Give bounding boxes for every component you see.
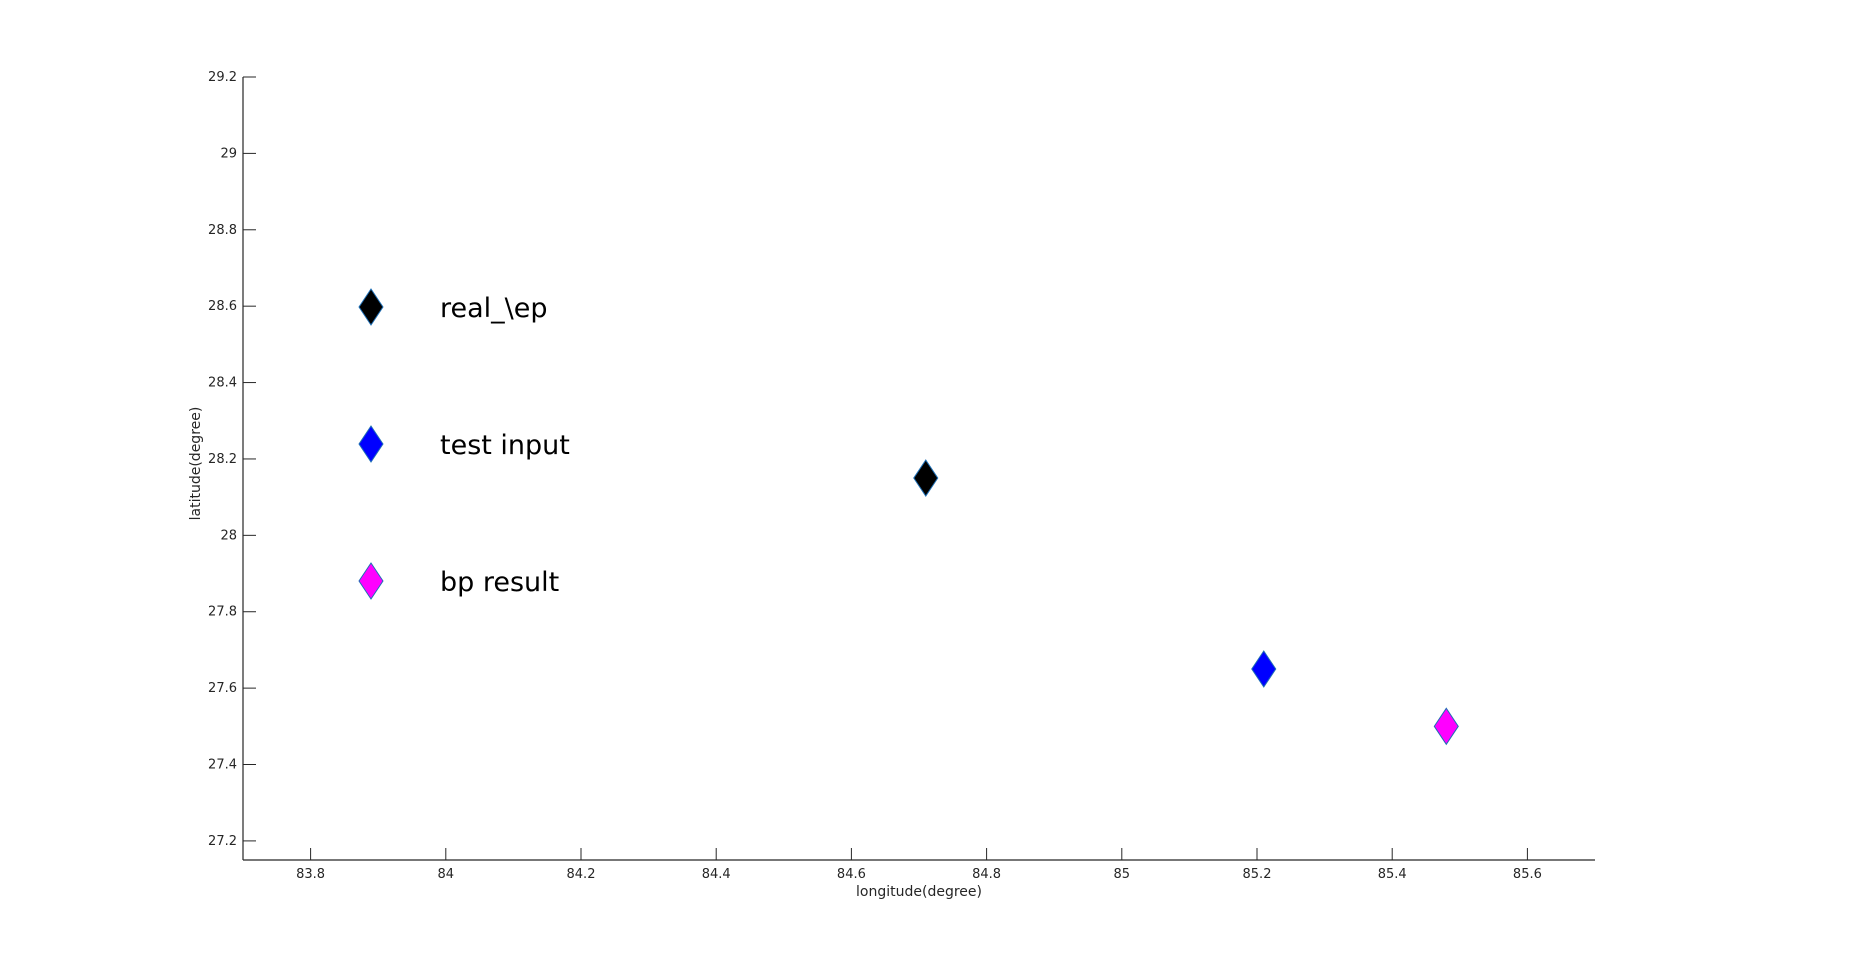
legend-label-test-input: test input bbox=[440, 430, 570, 461]
data-point-real-ep bbox=[913, 459, 939, 497]
x-axis-label: longitude(degree) bbox=[856, 884, 982, 900]
y-axis-ticks: 27.2 27.4 27.6 27.8 28 28.2 28.4 28.6 28.8 29 29.2 bbox=[208, 70, 256, 849]
legend-label-real-ep: real_\ep bbox=[440, 293, 548, 324]
y-tick-label: 29 bbox=[220, 146, 237, 161]
data-point-bp-result bbox=[1433, 707, 1459, 746]
x-tick-label: 85.4 bbox=[1378, 867, 1407, 882]
legend-label-bp-result: bp result bbox=[440, 567, 559, 598]
data-point-test-input bbox=[1251, 650, 1277, 688]
x-tick-label: 85.2 bbox=[1243, 867, 1272, 882]
x-axis-ticks: 83.8 84 84.2 84.4 84.6 84.8 85 85.2 85.4 85.6 bbox=[296, 848, 1542, 882]
x-tick-label: 84.8 bbox=[972, 867, 1001, 882]
legend-marker-real-ep bbox=[358, 288, 384, 326]
x-tick-label: 84.2 bbox=[567, 867, 596, 882]
y-tick-label: 28.6 bbox=[208, 299, 237, 314]
legend-marker-test-input bbox=[358, 425, 384, 463]
legend: real_\ep test input bp result bbox=[358, 288, 570, 600]
x-tick-label: 85.6 bbox=[1513, 867, 1542, 882]
y-tick-label: 29.2 bbox=[208, 70, 237, 85]
y-tick-label: 27.8 bbox=[208, 605, 237, 620]
y-tick-label: 27.2 bbox=[208, 834, 237, 849]
y-axis-label: latitude(degree) bbox=[188, 407, 204, 521]
y-tick-label: 28.2 bbox=[208, 452, 237, 467]
x-tick-label: 84.6 bbox=[837, 867, 866, 882]
y-tick-label: 27.4 bbox=[208, 758, 237, 773]
data-points bbox=[913, 459, 1459, 746]
x-tick-label: 84.4 bbox=[702, 867, 731, 882]
x-tick-label: 84 bbox=[438, 867, 455, 882]
y-tick-label: 28.8 bbox=[208, 223, 237, 238]
x-tick-label: 83.8 bbox=[296, 867, 325, 882]
axes bbox=[242, 77, 1595, 861]
y-tick-label: 28 bbox=[220, 528, 237, 543]
y-tick-label: 28.4 bbox=[208, 376, 237, 391]
legend-marker-bp-result bbox=[358, 562, 384, 600]
x-tick-label: 85 bbox=[1114, 867, 1131, 882]
y-tick-label: 27.6 bbox=[208, 681, 237, 696]
